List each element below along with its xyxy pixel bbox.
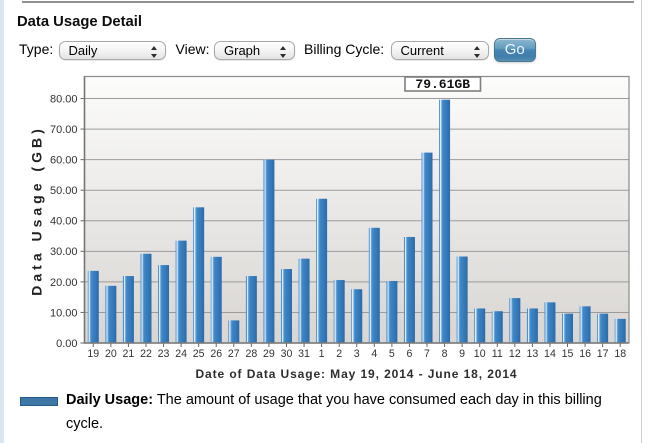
svg-text:Date of Data Usage: May 19, 20: Date of Data Usage: May 19, 2014 - June …	[195, 367, 517, 381]
svg-text:23: 23	[158, 348, 170, 360]
svg-text:25: 25	[193, 348, 205, 360]
svg-text:20.00: 20.00	[50, 277, 78, 289]
svg-text:12: 12	[509, 348, 521, 360]
svg-text:21: 21	[123, 348, 135, 360]
svg-text:6: 6	[406, 348, 412, 360]
svg-text:27: 27	[228, 348, 240, 360]
svg-text:28: 28	[245, 348, 257, 360]
svg-text:Data Usage (GB): Data Usage (GB)	[29, 125, 45, 295]
svg-text:9: 9	[459, 348, 465, 360]
svg-text:80.00: 80.00	[50, 93, 78, 105]
svg-text:30.00: 30.00	[50, 246, 78, 258]
svg-text:22: 22	[140, 348, 152, 360]
svg-text:5: 5	[389, 348, 395, 360]
svg-text:10.00: 10.00	[50, 307, 78, 319]
svg-text:19: 19	[87, 348, 99, 360]
svg-text:18: 18	[614, 348, 626, 360]
svg-text:29: 29	[263, 348, 275, 360]
svg-text:7: 7	[424, 348, 430, 360]
svg-text:24: 24	[175, 348, 187, 360]
svg-text:60.00: 60.00	[50, 155, 78, 167]
svg-text:40.00: 40.00	[50, 216, 78, 228]
svg-text:8: 8	[442, 348, 448, 360]
svg-text:11: 11	[492, 348, 503, 360]
svg-text:10: 10	[474, 348, 486, 360]
svg-text:70.00: 70.00	[50, 124, 78, 136]
svg-text:0.00: 0.00	[56, 338, 77, 350]
svg-text:30: 30	[281, 348, 293, 360]
svg-text:20: 20	[105, 348, 117, 360]
svg-text:1: 1	[319, 348, 325, 360]
svg-text:26: 26	[210, 348, 222, 360]
svg-text:50.00: 50.00	[50, 185, 78, 197]
svg-text:17: 17	[597, 348, 609, 360]
svg-text:4: 4	[371, 348, 377, 360]
svg-text:14: 14	[544, 348, 556, 360]
svg-text:16: 16	[579, 348, 591, 360]
svg-text:3: 3	[354, 348, 360, 360]
svg-text:13: 13	[527, 348, 539, 360]
svg-text:79.61GB: 79.61GB	[415, 77, 470, 92]
svg-text:31: 31	[298, 348, 310, 360]
svg-text:2: 2	[336, 348, 342, 360]
svg-text:15: 15	[562, 348, 574, 360]
